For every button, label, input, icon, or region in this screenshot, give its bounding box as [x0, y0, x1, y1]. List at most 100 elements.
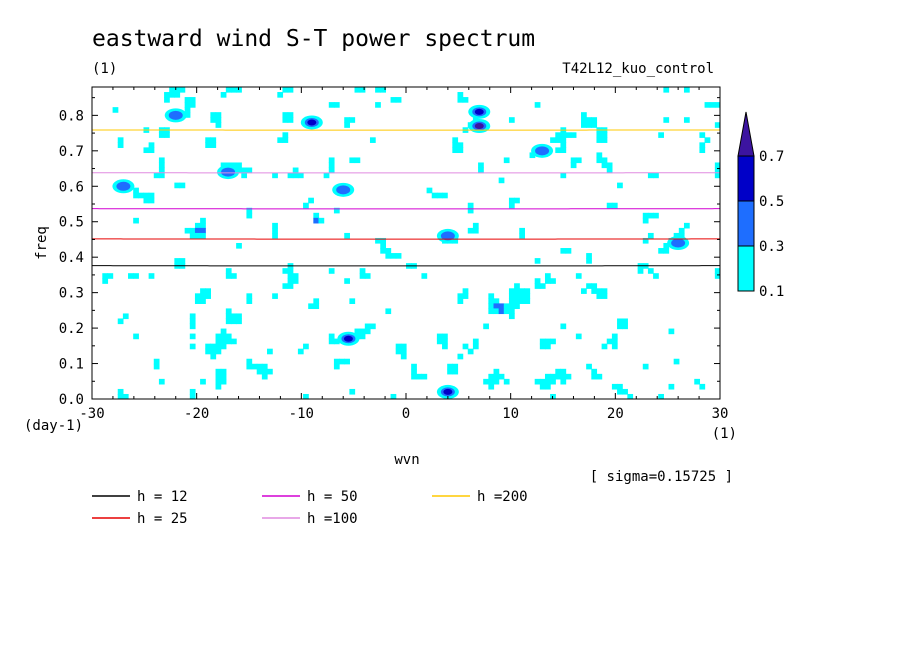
power-cell [369, 137, 376, 143]
power-cell [714, 268, 720, 274]
power-cell [189, 97, 196, 103]
power-cell [565, 373, 572, 380]
power-cell [282, 283, 289, 289]
colorbar-label: 0.1 [759, 284, 784, 300]
power-cell [158, 132, 165, 138]
power-cell [158, 162, 165, 169]
power-cell [246, 298, 253, 304]
power-cell [606, 167, 613, 174]
power-cell [514, 197, 520, 204]
power-cell [611, 343, 618, 350]
power-cell [601, 293, 608, 299]
power-cell [328, 157, 335, 164]
power-cell [591, 373, 598, 380]
power-cell [570, 132, 577, 138]
hotspot-core [307, 119, 317, 126]
power-cell [570, 157, 577, 164]
power-cell [611, 383, 618, 390]
power-cell [153, 358, 160, 365]
power-cell [591, 117, 598, 123]
power-cell [668, 383, 675, 390]
y-axis-label: freq [34, 226, 50, 260]
power-cell [539, 283, 546, 289]
power-cell [333, 363, 340, 370]
power-cell [210, 142, 217, 148]
power-cell [117, 393, 124, 399]
power-cell [359, 333, 366, 340]
power-cell [359, 273, 366, 279]
power-cell [256, 368, 263, 375]
power-cell [550, 373, 556, 380]
power-cell [174, 87, 181, 93]
power-cell [550, 338, 556, 345]
power-cell [411, 368, 417, 375]
power-cell [380, 248, 387, 254]
power-cell [704, 102, 711, 108]
x-tick-label: 20 [607, 406, 624, 422]
power-cell [189, 102, 196, 108]
power-cell [277, 92, 284, 98]
power-cell [339, 358, 345, 365]
power-cell [354, 157, 361, 164]
power-cell [359, 328, 366, 335]
power-cell [333, 358, 340, 365]
power-cell [436, 338, 443, 345]
power-cell [200, 232, 206, 239]
power-cell [215, 338, 222, 345]
power-cell [256, 363, 263, 370]
power-cell [642, 237, 649, 244]
power-cell [282, 268, 289, 274]
y-tick-label: 0.0 [59, 392, 84, 408]
power-cell [493, 378, 500, 385]
power-cell [225, 268, 232, 274]
power-cell [215, 122, 222, 128]
power-cell [457, 293, 464, 299]
power-cell [117, 318, 124, 325]
hotspot-core [443, 388, 453, 395]
power-cell [344, 278, 350, 284]
sigma-label: [ sigma=0.15725 ] [590, 469, 733, 485]
power-cell [313, 303, 320, 310]
power-cell [694, 378, 701, 385]
power-cell [714, 102, 720, 108]
power-cell [462, 343, 469, 350]
power-cell [184, 102, 191, 108]
power-cell [622, 318, 628, 325]
colorbar: 0.7 0.5 0.3 0.1 [737, 111, 784, 300]
power-cell [457, 147, 464, 154]
power-cell [220, 343, 227, 350]
power-cell [189, 232, 196, 239]
power-cell [462, 293, 469, 299]
power-cell [503, 157, 510, 164]
power-cell [375, 237, 381, 244]
power-cell [514, 288, 520, 294]
power-cell [714, 122, 720, 128]
power-cell [241, 172, 248, 179]
power-cell [128, 273, 134, 279]
power-cell [534, 378, 541, 385]
power-cell [519, 298, 525, 304]
power-cell [544, 373, 551, 380]
power-cell [225, 313, 232, 320]
power-cell [606, 338, 613, 345]
power-cell [452, 142, 459, 148]
power-cell [210, 112, 217, 118]
y-tick-label: 0.6 [59, 179, 84, 195]
power-cell [591, 288, 598, 294]
power-cell [236, 313, 242, 320]
power-cell [158, 378, 165, 385]
power-cell [472, 227, 479, 234]
power-cell [148, 197, 155, 204]
power-cell [462, 288, 469, 294]
power-cell [364, 328, 371, 335]
power-cell [627, 393, 634, 399]
power-cell [313, 217, 320, 224]
power-cell [400, 348, 407, 355]
power-cell [117, 137, 124, 143]
power-cell [503, 378, 510, 385]
power-cell [230, 313, 237, 320]
power-cell [658, 132, 664, 138]
power-cell [442, 338, 448, 345]
power-cell [442, 192, 448, 199]
colorbar-segment [737, 200, 755, 247]
